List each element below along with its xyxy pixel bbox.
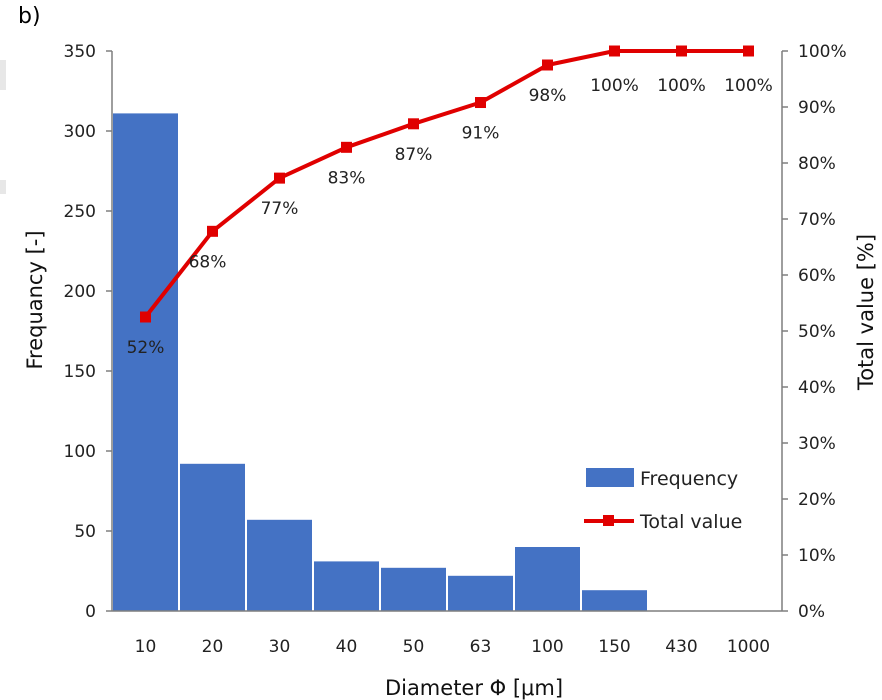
y2-axis-title: Total value [%] [854, 234, 878, 391]
total-value-marker-20 [207, 225, 218, 237]
bar-100 [515, 547, 580, 611]
total-value-label-63: 91% [462, 124, 500, 144]
total-value-marker-63 [475, 97, 486, 109]
bar-63 [448, 575, 513, 611]
x-tick-label: 30 [269, 637, 291, 657]
total-value-marker-1000 [743, 45, 754, 57]
y2-tick-label: 100% [798, 42, 847, 62]
legend-swatch-frequency [586, 468, 634, 487]
panel-label: b) [18, 4, 41, 29]
total-value-marker-50 [408, 118, 419, 130]
total-value-label-50: 87% [395, 145, 433, 165]
y2-tick-label: 0% [798, 602, 825, 622]
total-value-label-40: 83% [328, 168, 366, 188]
x-tick-label: 50 [403, 637, 425, 657]
total-value-marker-150 [609, 45, 620, 57]
legend-swatch-total-value-marker [603, 515, 614, 526]
total-value-label-430: 100% [657, 76, 706, 96]
bar-30 [247, 519, 312, 611]
total-value-label-1000: 100% [724, 76, 773, 96]
bar-10 [113, 113, 178, 612]
bar-20 [180, 463, 245, 611]
left-edge-strip [0, 180, 6, 194]
y-tick-label: 250 [64, 202, 96, 222]
y2-tick-label: 50% [798, 322, 836, 342]
y-tick-label: 350 [64, 42, 96, 62]
y-tick-label: 300 [64, 122, 96, 142]
total-value-label-150: 100% [590, 76, 639, 96]
y-tick-label: 200 [64, 282, 96, 302]
x-tick-label: 430 [665, 637, 697, 657]
y-tick-label: 100 [64, 442, 96, 462]
y-axis-title: Frequancy [-] [23, 230, 47, 369]
y2-tick-label: 20% [798, 490, 836, 510]
total-value-marker-100 [542, 59, 553, 71]
y2-tick-label: 80% [798, 154, 836, 174]
bar-40 [314, 561, 379, 611]
y2-tick-label: 10% [798, 546, 836, 566]
y-tick-label: 0 [85, 602, 96, 622]
total-value-marker-30 [274, 172, 285, 184]
bar-150 [582, 590, 647, 611]
legend-label-frequency: Frequency [640, 468, 738, 490]
x-tick-label: 63 [470, 637, 492, 657]
legend: Frequency Total value [584, 468, 742, 533]
y2-tick-label: 30% [798, 434, 836, 454]
y2-tick-label: 60% [798, 266, 836, 286]
total-value-label-10: 52% [127, 338, 165, 358]
x-tick-label: 100 [531, 637, 563, 657]
y2-tick-label: 40% [798, 378, 836, 398]
y2-tick-label: 70% [798, 210, 836, 230]
total-value-marker-40 [341, 141, 352, 153]
total-value-label-100: 98% [529, 86, 567, 106]
total-value-label-30: 77% [261, 199, 299, 219]
total-value-label-20: 68% [189, 252, 227, 272]
y-tick-label: 50 [74, 522, 96, 542]
legend-label-total-value: Total value [639, 511, 742, 533]
x-tick-label: 150 [598, 637, 630, 657]
y-tick-label: 150 [64, 362, 96, 382]
x-tick-label: 40 [336, 637, 358, 657]
x-tick-label: 1000 [727, 637, 770, 657]
total-value-line [143, 49, 749, 319]
x-axis-title: Diameter Φ [μm] [385, 676, 563, 700]
x-tick-label: 10 [135, 637, 157, 657]
total-value-marker-10 [140, 311, 151, 323]
bar-50 [381, 567, 446, 611]
x-tick-label: 20 [202, 637, 224, 657]
total-value-marker-430 [676, 45, 687, 57]
left-edge-strip [0, 60, 6, 90]
y2-tick-label: 90% [798, 98, 836, 118]
